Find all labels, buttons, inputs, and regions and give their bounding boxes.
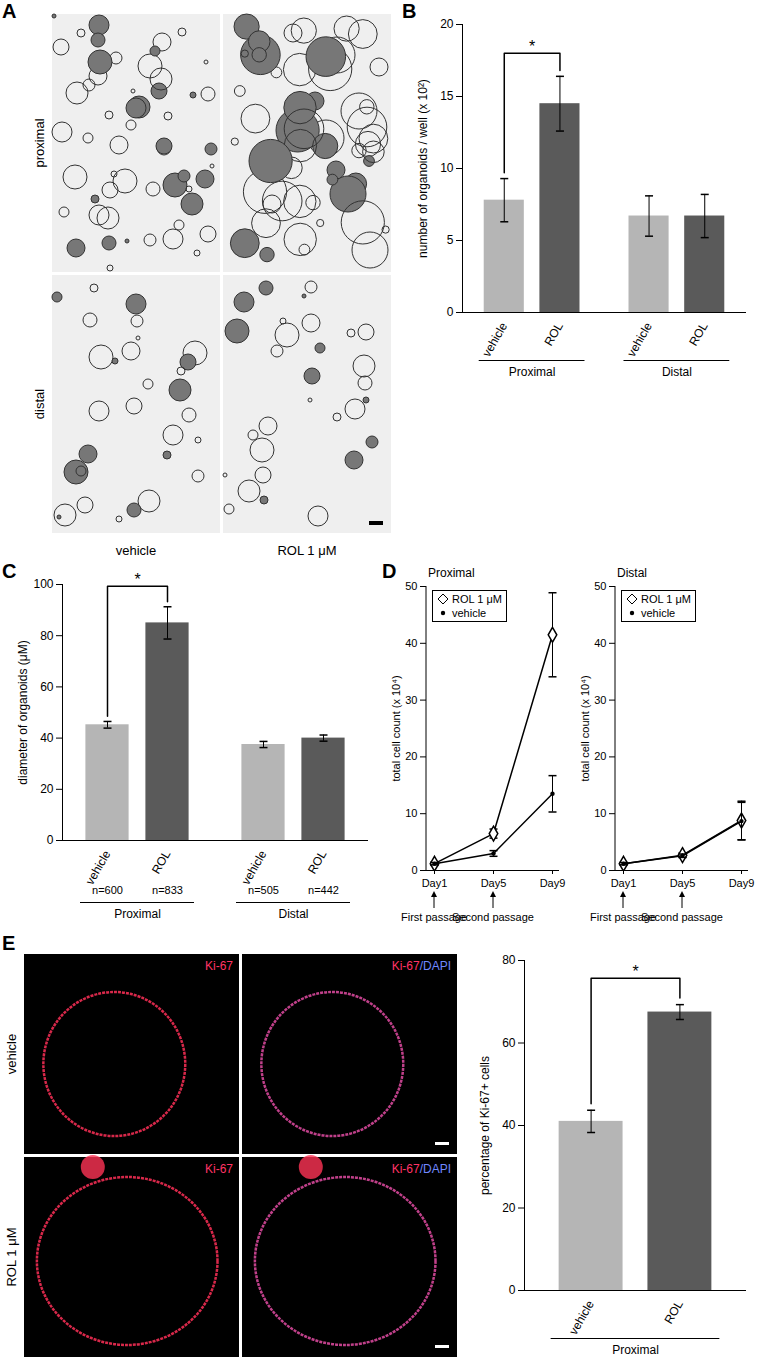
svg-text:vehicle: vehicle bbox=[566, 1298, 597, 1338]
svg-text:Ki-67/DAPI: Ki-67/DAPI bbox=[392, 959, 451, 973]
svg-text:Proximal: Proximal bbox=[612, 1343, 659, 1357]
svg-text:Distal: Distal bbox=[278, 907, 308, 921]
svg-text:Ki-67/DAPI: Ki-67/DAPI bbox=[392, 1162, 451, 1176]
svg-text:distal: distal bbox=[32, 389, 47, 419]
svg-text:0: 0 bbox=[447, 305, 454, 319]
svg-text:vehicle: vehicle bbox=[479, 320, 510, 360]
svg-text:ROL: ROL bbox=[541, 320, 566, 349]
svg-text:20: 20 bbox=[440, 17, 454, 31]
svg-text:Day9: Day9 bbox=[729, 877, 755, 889]
html-text:vehicle: vehicle bbox=[452, 607, 487, 619]
html-text:vehicle: vehicle bbox=[641, 607, 676, 619]
svg-text:80: 80 bbox=[502, 953, 516, 967]
html-text:D: D bbox=[382, 560, 397, 582]
svg-text:total cell count (x 10⁴): total cell count (x 10⁴) bbox=[579, 675, 591, 781]
html-text:Proximal: Proximal bbox=[428, 566, 475, 580]
html-text:ROL 1 μM: ROL 1 μM bbox=[452, 593, 502, 605]
svg-text:30: 30 bbox=[405, 694, 417, 706]
svg-text:number of organoids / well (x: number of organoids / well (x 10²) bbox=[416, 79, 430, 258]
svg-text:0: 0 bbox=[600, 864, 606, 876]
svg-text:15: 15 bbox=[440, 89, 454, 103]
svg-text:n=505: n=505 bbox=[248, 884, 279, 896]
svg-text:vehicle: vehicle bbox=[624, 320, 655, 360]
svg-text:vehicle: vehicle bbox=[116, 543, 156, 558]
svg-text:proximal: proximal bbox=[32, 118, 47, 167]
svg-text:50: 50 bbox=[594, 580, 606, 592]
svg-text:10: 10 bbox=[594, 807, 606, 819]
svg-text:0: 0 bbox=[411, 864, 417, 876]
svg-text:10: 10 bbox=[440, 161, 454, 175]
svg-text:30: 30 bbox=[594, 694, 606, 706]
svg-text:50: 50 bbox=[405, 580, 417, 592]
svg-text:Ki-67: Ki-67 bbox=[205, 959, 233, 973]
svg-text:20: 20 bbox=[594, 750, 606, 762]
svg-text:First passage: First passage bbox=[590, 911, 656, 923]
svg-text:5: 5 bbox=[447, 233, 454, 247]
svg-text:Distal: Distal bbox=[662, 365, 692, 379]
svg-text:Day1: Day1 bbox=[611, 877, 637, 889]
svg-text:n=600: n=600 bbox=[92, 884, 123, 896]
svg-text:Day5: Day5 bbox=[481, 877, 507, 889]
svg-text:60: 60 bbox=[40, 680, 54, 694]
svg-text:Proximal: Proximal bbox=[114, 907, 161, 921]
svg-text:total cell count (x 10⁴): total cell count (x 10⁴) bbox=[390, 675, 402, 781]
svg-text:20: 20 bbox=[502, 1201, 516, 1215]
svg-text:Day5: Day5 bbox=[670, 877, 696, 889]
svg-text:vehicle: vehicle bbox=[4, 1034, 19, 1074]
html-text:C: C bbox=[2, 560, 17, 582]
html-text:E: E bbox=[2, 932, 16, 954]
svg-text:Ki-67: Ki-67 bbox=[205, 1162, 233, 1176]
html-text:A: A bbox=[2, 0, 17, 22]
svg-text:ROL 1 μM: ROL 1 μM bbox=[277, 543, 336, 558]
svg-text:diameter of organoids (μM): diameter of organoids (μM) bbox=[16, 640, 30, 784]
svg-text:40: 40 bbox=[594, 637, 606, 649]
html-text:ROL 1 μM: ROL 1 μM bbox=[641, 593, 691, 605]
svg-text:Second passage: Second passage bbox=[641, 911, 723, 923]
svg-text:ROL: ROL bbox=[686, 320, 711, 349]
svg-text:percentage of Ki-67+ cells: percentage of Ki-67+ cells bbox=[478, 1056, 492, 1195]
svg-text:Day1: Day1 bbox=[422, 877, 448, 889]
html-text:Distal: Distal bbox=[617, 566, 647, 580]
svg-text:40: 40 bbox=[405, 637, 417, 649]
svg-text:100: 100 bbox=[33, 577, 53, 591]
svg-text:*: * bbox=[134, 571, 140, 588]
svg-text:0: 0 bbox=[509, 1283, 516, 1297]
svg-text:vehicle: vehicle bbox=[83, 848, 114, 888]
svg-text:80: 80 bbox=[40, 629, 54, 643]
html-text:B: B bbox=[402, 0, 417, 22]
svg-text:Day9: Day9 bbox=[540, 877, 566, 889]
svg-text:ROL: ROL bbox=[305, 848, 330, 877]
svg-text:Second passage: Second passage bbox=[452, 911, 534, 923]
svg-text:20: 20 bbox=[40, 782, 54, 796]
svg-text:ROL: ROL bbox=[661, 1298, 686, 1327]
svg-text:40: 40 bbox=[40, 731, 54, 745]
svg-text:60: 60 bbox=[502, 1036, 516, 1050]
svg-text:*: * bbox=[632, 963, 638, 980]
svg-text:20: 20 bbox=[405, 750, 417, 762]
svg-text:ROL 1 μM: ROL 1 μM bbox=[4, 1227, 19, 1286]
svg-text:10: 10 bbox=[405, 807, 417, 819]
svg-text:n=442: n=442 bbox=[308, 884, 339, 896]
svg-text:ROL: ROL bbox=[149, 848, 174, 877]
svg-text:Proximal: Proximal bbox=[509, 365, 556, 379]
svg-text:vehicle: vehicle bbox=[239, 848, 270, 888]
svg-text:40: 40 bbox=[502, 1118, 516, 1132]
svg-text:n=833: n=833 bbox=[152, 884, 183, 896]
svg-text:*: * bbox=[529, 38, 535, 55]
svg-text:First passage: First passage bbox=[401, 911, 467, 923]
svg-text:0: 0 bbox=[47, 833, 54, 847]
